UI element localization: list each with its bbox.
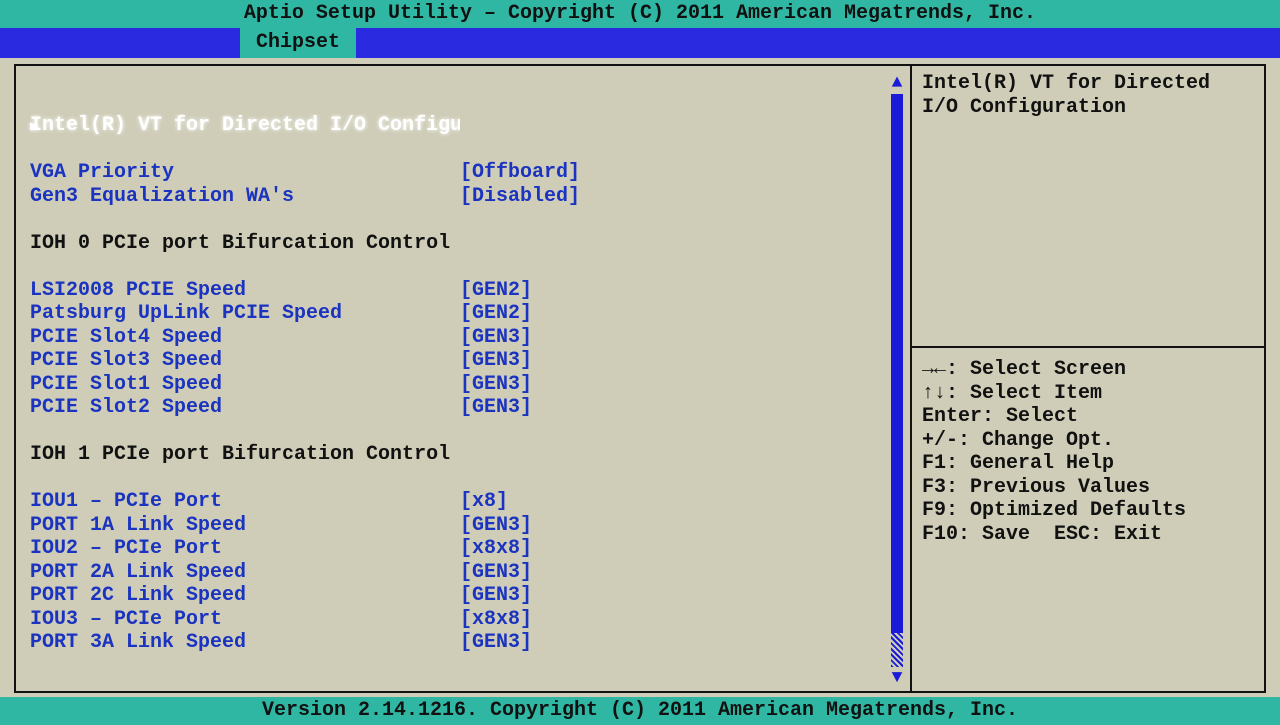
option-row[interactable]: PCIE Slot1 Speed[GEN3] bbox=[30, 373, 888, 397]
row-label: PCIE Slot3 Speed bbox=[30, 349, 460, 373]
row-label: IOH 0 PCIe port Bifurcation Control bbox=[30, 232, 460, 256]
row-value: [GEN2] bbox=[460, 279, 532, 303]
option-row[interactable]: Patsburg UpLink PCIE Speed[GEN2] bbox=[30, 302, 888, 326]
row-value: [GEN3] bbox=[460, 514, 532, 538]
row-value: [GEN3] bbox=[460, 396, 532, 420]
title-bar: Aptio Setup Utility – Copyright (C) 2011… bbox=[0, 0, 1280, 28]
row-value: [x8x8] bbox=[460, 537, 532, 561]
help-key-legend: →←: Select Screen↑↓: Select ItemEnter: S… bbox=[912, 348, 1264, 691]
row-label: Patsburg UpLink PCIE Speed bbox=[30, 302, 460, 326]
row-value: [x8x8] bbox=[460, 608, 532, 632]
row-value: [GEN3] bbox=[460, 561, 532, 585]
help-key-line: ↑↓: Select Item bbox=[922, 382, 1254, 406]
row-label: PCIE Slot2 Speed bbox=[30, 396, 460, 420]
scroll-thumb-bottom bbox=[891, 633, 903, 667]
row-label: PCIE Slot1 Speed bbox=[30, 373, 460, 397]
option-row[interactable]: PORT 2A Link Speed[GEN3] bbox=[30, 561, 888, 585]
row-label: LSI2008 PCIE Speed bbox=[30, 279, 460, 303]
submenu-marker-icon: ▶ bbox=[30, 118, 38, 135]
row-label: PORT 2C Link Speed bbox=[30, 584, 460, 608]
row-label: IOU1 – PCIe Port bbox=[30, 490, 460, 514]
option-row[interactable]: PORT 3A Link Speed[GEN3] bbox=[30, 631, 888, 655]
option-row[interactable]: IOU1 – PCIe Port[x8] bbox=[30, 490, 888, 514]
row-value: [x8] bbox=[460, 490, 508, 514]
help-description: Intel(R) VT for Directed I/O Configurati… bbox=[912, 66, 1264, 348]
help-key-line: →←: Select Screen bbox=[922, 358, 1254, 382]
row-label: IOH 1 PCIe port Bifurcation Control bbox=[30, 443, 460, 467]
bios-screen: Aptio Setup Utility – Copyright (C) 2011… bbox=[0, 0, 1280, 725]
row-value: [GEN2] bbox=[460, 302, 532, 326]
row-value: [Offboard] bbox=[460, 161, 580, 185]
row-label: Intel(R) VT for Directed I/O Configurati… bbox=[30, 114, 460, 138]
main-panel: ▶ Intel(R) VT for Directed I/O Configura… bbox=[16, 66, 910, 691]
scroll-track[interactable] bbox=[891, 94, 903, 667]
row-value: [GEN3] bbox=[460, 326, 532, 350]
help-key-line: F1: General Help bbox=[922, 452, 1254, 476]
settings-list[interactable]: Intel(R) VT for Directed I/O Configurati… bbox=[20, 74, 888, 687]
row-value: [GEN3] bbox=[460, 584, 532, 608]
option-row[interactable]: VGA Priority[Offboard] bbox=[30, 161, 888, 185]
row-label: PORT 2A Link Speed bbox=[30, 561, 460, 585]
row-label: PCIE Slot4 Speed bbox=[30, 326, 460, 350]
help-key-line: +/-: Change Opt. bbox=[922, 429, 1254, 453]
blank-row bbox=[30, 467, 888, 491]
blank-row bbox=[30, 255, 888, 279]
row-value: [GEN3] bbox=[460, 349, 532, 373]
blank-row bbox=[30, 420, 888, 444]
row-label: Gen3 Equalization WA's bbox=[30, 185, 460, 209]
row-value: [GEN3] bbox=[460, 373, 532, 397]
row-label: PORT 1A Link Speed bbox=[30, 514, 460, 538]
blank-row bbox=[30, 138, 888, 162]
help-key-line: F9: Optimized Defaults bbox=[922, 499, 1254, 523]
footer-bar: Version 2.14.1216. Copyright (C) 2011 Am… bbox=[0, 697, 1280, 725]
option-row[interactable]: PCIE Slot4 Speed[GEN3] bbox=[30, 326, 888, 350]
tab-chipset[interactable]: Chipset bbox=[240, 28, 356, 58]
scroll-down-icon[interactable]: ▼ bbox=[892, 669, 903, 687]
option-row[interactable]: PCIE Slot2 Speed[GEN3] bbox=[30, 396, 888, 420]
option-row[interactable]: PORT 1A Link Speed[GEN3] bbox=[30, 514, 888, 538]
help-key-line: F3: Previous Values bbox=[922, 476, 1254, 500]
option-row[interactable]: LSI2008 PCIE Speed[GEN2] bbox=[30, 279, 888, 303]
option-row[interactable]: PORT 2C Link Speed[GEN3] bbox=[30, 584, 888, 608]
option-row[interactable]: IOU2 – PCIe Port[x8x8] bbox=[30, 537, 888, 561]
scroll-up-icon[interactable]: ▲ bbox=[892, 74, 903, 92]
menu-bar[interactable]: Chipset bbox=[0, 28, 1280, 58]
help-key-line: F10: Save ESC: Exit bbox=[922, 523, 1254, 547]
row-label: IOU3 – PCIe Port bbox=[30, 608, 460, 632]
row-label: PORT 3A Link Speed bbox=[30, 631, 460, 655]
option-row[interactable]: IOU3 – PCIe Port[x8x8] bbox=[30, 608, 888, 632]
row-value: [Disabled] bbox=[460, 185, 580, 209]
help-key-line: Enter: Select bbox=[922, 405, 1254, 429]
header-row: IOH 1 PCIe port Bifurcation Control bbox=[30, 443, 888, 467]
scrollbar[interactable]: ▲ ▼ bbox=[888, 74, 906, 687]
option-row[interactable]: Gen3 Equalization WA's[Disabled] bbox=[30, 185, 888, 209]
blank-row bbox=[30, 208, 888, 232]
row-label: IOU2 – PCIe Port bbox=[30, 537, 460, 561]
row-label: VGA Priority bbox=[30, 161, 460, 185]
option-row[interactable]: PCIE Slot3 Speed[GEN3] bbox=[30, 349, 888, 373]
content-wrap: ▶ Intel(R) VT for Directed I/O Configura… bbox=[14, 64, 1266, 693]
submenu-row[interactable]: Intel(R) VT for Directed I/O Configurati… bbox=[30, 114, 888, 138]
side-panel: Intel(R) VT for Directed I/O Configurati… bbox=[910, 66, 1264, 691]
row-value: [GEN3] bbox=[460, 631, 532, 655]
header-row: IOH 0 PCIe port Bifurcation Control bbox=[30, 232, 888, 256]
